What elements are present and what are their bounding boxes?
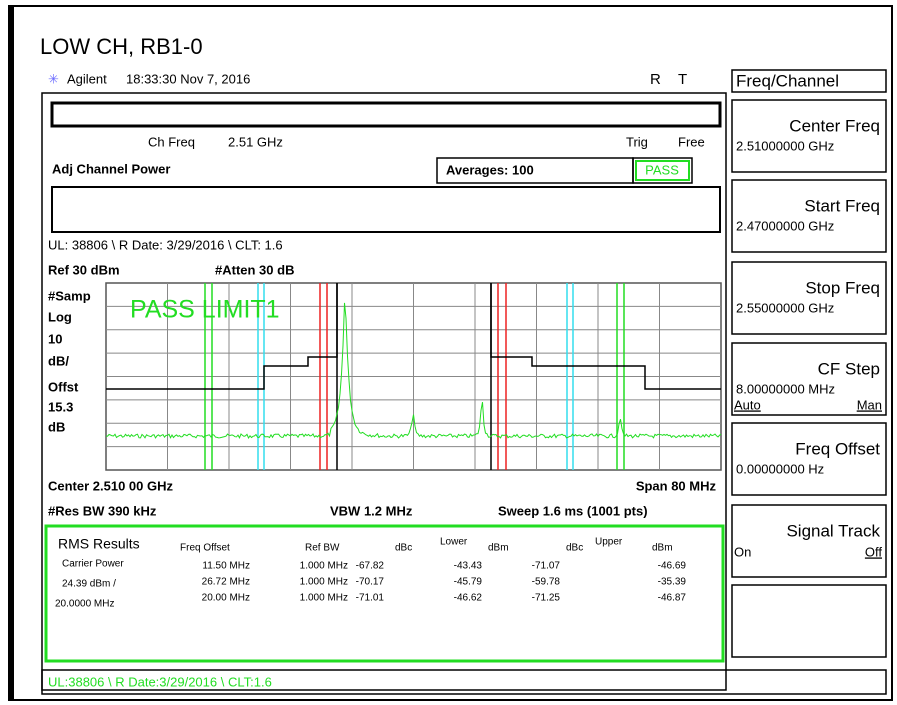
vbw: VBW 1.2 MHz (330, 503, 413, 518)
ch-freq: 2.51 GHz (228, 134, 283, 149)
verdict: PASS (645, 162, 679, 177)
cell: 1.000 MHz (300, 577, 348, 588)
softkey-option: Auto (734, 397, 761, 412)
menu-title: Freq/Channel (736, 71, 839, 90)
sweep: Sweep 1.6 ms (1001 pts) (498, 503, 648, 518)
softkey-label: CF Step (818, 359, 880, 378)
carrier-power: 24.39 dBm / (62, 579, 116, 590)
softkey[interactable] (731, 584, 887, 658)
limit-line (106, 283, 338, 390)
center: Center 2.510 00 GHz (48, 478, 174, 493)
cell: 1.000 MHz (300, 593, 348, 604)
side-label: Offst (48, 379, 79, 394)
measurement: Adj Channel Power (52, 161, 170, 176)
cell: -67.82 (356, 561, 385, 572)
softkey[interactable] (731, 504, 887, 578)
flag: R (650, 71, 661, 88)
trig: Free (678, 134, 705, 149)
softkey[interactable] (731, 99, 887, 173)
lower: Lower (440, 537, 468, 548)
trace (105, 302, 722, 440)
verdict-box (632, 157, 693, 184)
cell: -45.79 (454, 577, 483, 588)
softkey-value: 0.00000000 Hz (736, 461, 824, 476)
limit-text: PASS LIMIT1 (130, 296, 280, 324)
title: LOW CH, RB1-0 (40, 34, 203, 59)
cell: 26.72 MHz (202, 577, 250, 588)
softkey[interactable] (731, 342, 887, 416)
carrier-bw: 20.0000 MHz (55, 599, 114, 610)
carrier-label: Carrier Power (62, 559, 124, 570)
softkey-value: 8.00000000 MHz (736, 381, 835, 396)
res-bw: #Res BW 390 kHz (48, 503, 157, 518)
ref-level: Ref 30 dBm (48, 262, 120, 277)
softkey-value: 2.47000000 GHz (736, 218, 834, 233)
column-header: Ref BW (305, 543, 340, 554)
left-edge (9, 6, 14, 700)
column-header: dBm (488, 543, 509, 554)
brand: Agilent (67, 71, 107, 86)
logo: ✳ (48, 71, 59, 86)
results-table: Freq Offset Ref BW dBc dBm dBc dBm 11.50 MHz 1.… (180, 543, 686, 604)
cell: -70.17 (356, 577, 385, 588)
softkey-label: Signal Track (786, 521, 880, 540)
column-header: dBm (652, 543, 673, 554)
trig-label: Trig (626, 134, 648, 149)
softkey[interactable] (731, 179, 887, 253)
span: Span 80 MHz (636, 478, 717, 493)
side-label: dB (48, 419, 65, 434)
status-box (41, 669, 887, 695)
cell: 11.50 MHz (202, 561, 250, 572)
side-label: dB/ (48, 353, 69, 368)
softkey-label: Center Freq (789, 116, 880, 135)
softkey-label: Start Freq (804, 196, 880, 215)
message-box (51, 186, 721, 233)
softkeys: Center Freq 2.51000000 GHz Start Freq 2.470… (731, 99, 887, 658)
screen-frame (41, 92, 727, 691)
ch-freq-label: Ch Freq (148, 134, 195, 149)
cell: -71.01 (356, 593, 385, 604)
column-header: dBc (566, 543, 583, 554)
softkey[interactable] (731, 422, 887, 496)
softkey-value: 2.51000000 GHz (736, 138, 834, 153)
side-label: 15.3 (48, 399, 73, 414)
cell: -46.69 (658, 561, 687, 572)
softkey-option: On (734, 544, 751, 559)
upper: Upper (595, 537, 623, 548)
cell: -46.62 (454, 593, 483, 604)
timestamp: 18:33:30 Nov 7, 2016 (126, 71, 250, 86)
softkey-option: Man (857, 397, 882, 412)
results-title: RMS Results (58, 536, 140, 552)
top-bar (50, 101, 722, 128)
atten: #Atten 30 dB (215, 262, 294, 277)
averages: Averages: 100 (446, 162, 534, 177)
status: UL:38806 \ R Date:3/29/2016 \ CLT:1.6 (48, 674, 272, 689)
cell: -46.87 (658, 593, 687, 604)
softkey-label: Stop Freq (805, 278, 880, 297)
cell: -59.78 (532, 577, 561, 588)
flag: T (678, 71, 687, 88)
softkey-label: Freq Offset (795, 439, 880, 458)
cell: -71.25 (532, 593, 561, 604)
graticule (105, 282, 722, 471)
side-label: Log (48, 309, 72, 324)
limit-line (490, 283, 721, 390)
cell: 1.000 MHz (300, 561, 348, 572)
column-header: Freq Offset (180, 543, 230, 554)
cell: -71.07 (532, 561, 561, 572)
menu-title-box (731, 69, 887, 93)
cell: -43.43 (454, 561, 483, 572)
softkey[interactable] (731, 261, 887, 335)
note: UL: 38806 \ R Date: 3/29/2016 \ CLT: 1.6 (48, 237, 283, 252)
cell: -35.39 (658, 577, 687, 588)
cell: 20.00 MHz (202, 593, 250, 604)
side-label: #Samp (48, 288, 91, 303)
softkey-value: 2.55000000 GHz (736, 300, 834, 315)
verdict-inner (635, 160, 690, 181)
results-box (44, 524, 725, 663)
softkey-option: Off (865, 544, 882, 559)
side-label: 10 (48, 331, 62, 346)
column-header: dBc (395, 543, 412, 554)
